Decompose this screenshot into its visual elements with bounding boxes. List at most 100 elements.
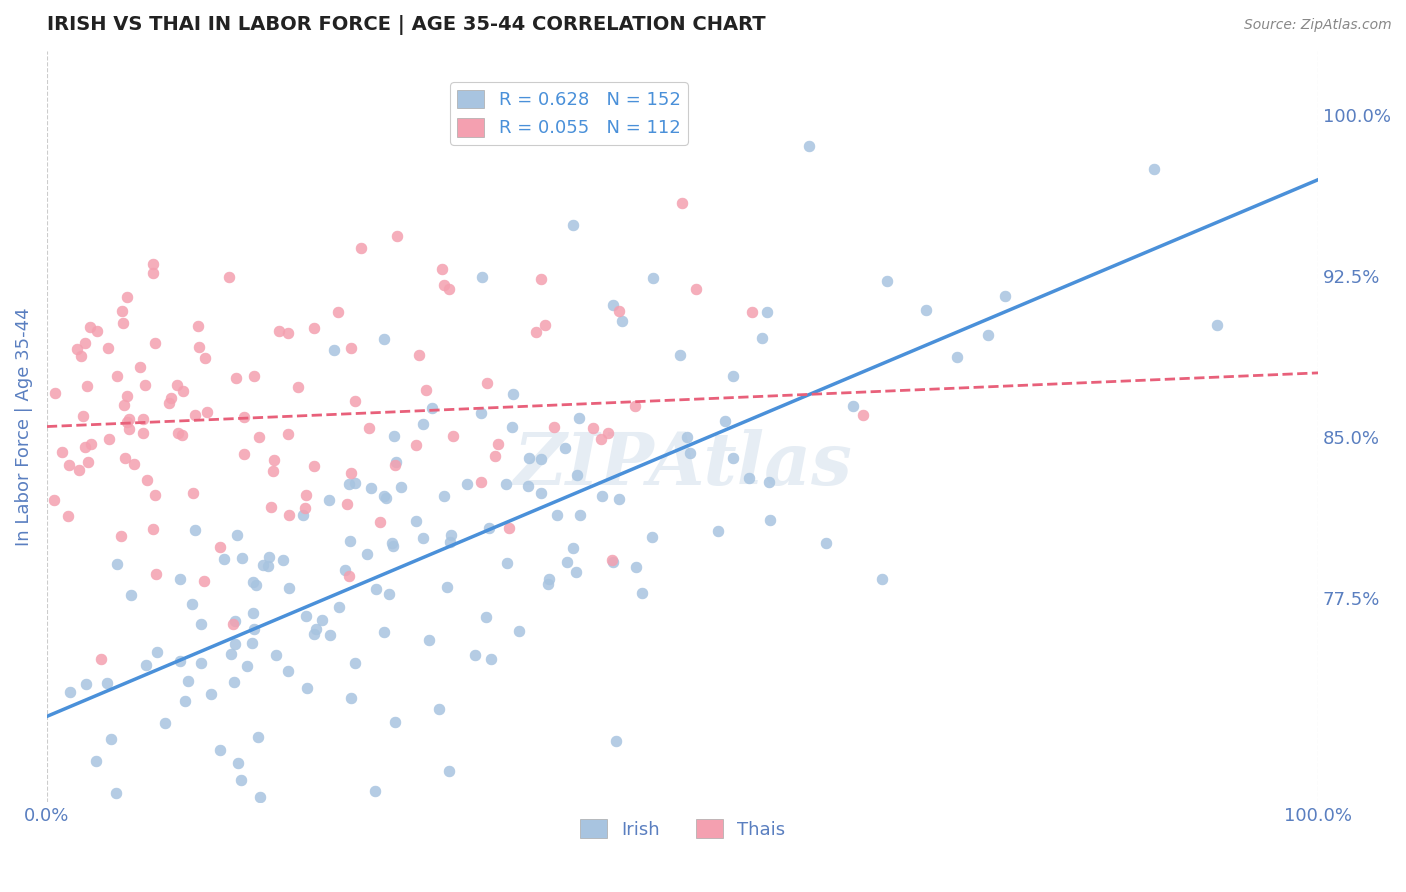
Point — [104, 786, 127, 800]
Point — [155, 716, 177, 731]
Point — [160, 391, 183, 405]
Point — [915, 303, 938, 318]
Point — [685, 282, 707, 296]
Point — [343, 394, 366, 409]
Point — [415, 383, 437, 397]
Point — [166, 378, 188, 392]
Point — [439, 282, 461, 296]
Point — [339, 534, 361, 549]
Point — [75, 440, 97, 454]
Point — [475, 610, 498, 624]
Point — [278, 508, 301, 522]
Point — [226, 756, 249, 771]
Point — [412, 531, 434, 545]
Point — [337, 477, 360, 491]
Point — [524, 325, 547, 339]
Point — [470, 405, 492, 419]
Point — [631, 586, 654, 600]
Point — [751, 330, 773, 344]
Point — [437, 764, 460, 778]
Point — [876, 274, 898, 288]
Point — [433, 277, 456, 292]
Point — [596, 425, 619, 440]
Point — [229, 772, 252, 787]
Point — [323, 343, 346, 357]
Point — [332, 841, 354, 855]
Point — [295, 681, 318, 695]
Point — [302, 459, 325, 474]
Point — [222, 674, 245, 689]
Point — [257, 558, 280, 573]
Point — [582, 421, 605, 435]
Point — [249, 790, 271, 805]
Point — [145, 567, 167, 582]
Point — [360, 481, 382, 495]
Point — [340, 341, 363, 355]
Point — [385, 455, 408, 469]
Point — [385, 228, 408, 243]
Point — [135, 658, 157, 673]
Point — [714, 414, 737, 428]
Point — [758, 475, 780, 489]
Point — [561, 541, 583, 555]
Point — [508, 624, 530, 638]
Point — [381, 535, 404, 549]
Point — [224, 637, 246, 651]
Point — [479, 651, 502, 665]
Point — [427, 701, 450, 715]
Point — [600, 553, 623, 567]
Point — [172, 384, 194, 398]
Point — [184, 409, 207, 423]
Point — [328, 600, 350, 615]
Point — [555, 555, 578, 569]
Point — [260, 500, 283, 515]
Point — [357, 421, 380, 435]
Point — [212, 552, 235, 566]
Point — [242, 575, 264, 590]
Point — [319, 628, 342, 642]
Point — [814, 536, 837, 550]
Point — [233, 410, 256, 425]
Point — [278, 581, 301, 595]
Point — [328, 305, 350, 319]
Point — [176, 674, 198, 689]
Point — [120, 588, 142, 602]
Point — [336, 497, 359, 511]
Point — [721, 369, 744, 384]
Point — [235, 658, 257, 673]
Point — [405, 514, 427, 528]
Point — [384, 428, 406, 442]
Point — [142, 256, 165, 270]
Point — [384, 714, 406, 729]
Point — [841, 399, 863, 413]
Point — [721, 450, 744, 465]
Point — [277, 426, 299, 441]
Point — [70, 872, 93, 887]
Point — [143, 488, 166, 502]
Point — [110, 529, 132, 543]
Point — [589, 432, 612, 446]
Point — [605, 734, 627, 748]
Point — [377, 587, 399, 601]
Point — [496, 557, 519, 571]
Point — [90, 652, 112, 666]
Point — [247, 730, 270, 744]
Point — [554, 441, 576, 455]
Point — [389, 480, 412, 494]
Point — [302, 627, 325, 641]
Point — [157, 396, 180, 410]
Point — [267, 324, 290, 338]
Point — [118, 422, 141, 436]
Point — [271, 553, 294, 567]
Point — [373, 490, 395, 504]
Point — [797, 139, 820, 153]
Point — [478, 521, 501, 535]
Point — [263, 453, 285, 467]
Point — [291, 508, 314, 523]
Point — [44, 493, 66, 508]
Point — [231, 551, 253, 566]
Point — [364, 582, 387, 596]
Point — [209, 743, 232, 757]
Point — [543, 419, 565, 434]
Point — [259, 550, 281, 565]
